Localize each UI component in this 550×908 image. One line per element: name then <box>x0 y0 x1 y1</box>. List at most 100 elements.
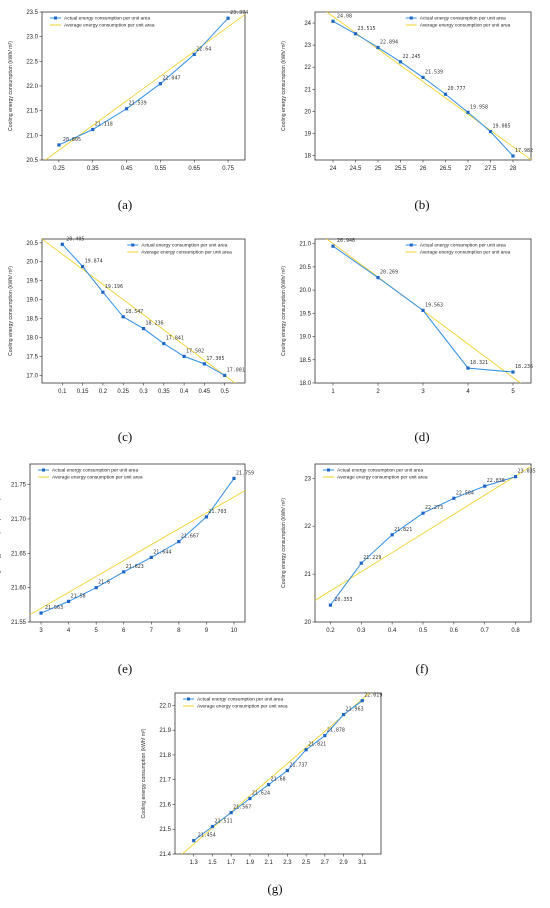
legend-marker-actual <box>42 468 45 472</box>
data-point <box>511 370 515 374</box>
panel-label: (f) <box>416 661 429 676</box>
data-label: 21.511 <box>214 819 232 825</box>
x-tick-label: 0.7 <box>481 628 490 634</box>
y-tick-label: 20 <box>304 620 311 626</box>
series-line-average <box>315 466 531 601</box>
data-point <box>443 92 448 96</box>
data-label: 21.68 <box>271 777 286 783</box>
data-point <box>60 242 64 246</box>
y-tick-label: 23 <box>304 43 311 49</box>
data-point <box>341 712 346 717</box>
series-line-actual <box>193 700 363 842</box>
x-tick-label: 3 <box>421 389 425 395</box>
x-tick-label: 0.6 <box>450 628 459 634</box>
panel-label: (b) <box>414 197 429 212</box>
legend-label-average: Average energy consumption per unit area <box>337 475 428 481</box>
x-tick-label: 1 <box>331 389 335 395</box>
y-tick-label: 21.0 <box>26 133 38 139</box>
data-point <box>376 276 380 280</box>
chart-panel: 24 24.5 25 25.5 26 26.5 27 27.5 28 18 19 20 21 22 23 24… <box>281 11 533 212</box>
y-tick-label: 18.5 <box>26 317 38 323</box>
y-tick-label: 22.0 <box>26 84 38 90</box>
data-point <box>39 611 43 615</box>
y-axis-title: Cooling energy consumption (kWh/ m²) <box>0 498 2 588</box>
data-point <box>162 341 166 346</box>
data-point <box>359 561 363 565</box>
series-line-average <box>326 12 531 160</box>
x-tick-label: 1.3 <box>190 860 199 866</box>
x-tick-label: 24 <box>330 166 337 172</box>
data-point <box>94 586 98 590</box>
legend-label-actual: Actual energy consumption per unit area <box>141 243 227 249</box>
y-tick-label: 21.0 <box>299 242 311 248</box>
series-line-average <box>30 490 245 616</box>
data-point <box>232 476 236 481</box>
data-label: 21.759 <box>236 470 254 476</box>
y-tick-label: 22.0 <box>159 703 171 709</box>
data-label: 21.6 <box>98 580 110 586</box>
data-point <box>182 354 186 358</box>
data-point <box>323 734 327 738</box>
x-tick-label: 2.3 <box>283 860 292 866</box>
data-label: 19.085 <box>493 124 511 130</box>
y-tick-label: 21.70 <box>11 517 27 523</box>
y-tick-label: 19.0 <box>26 298 38 304</box>
data-label: 20.777 <box>448 86 466 92</box>
x-tick-label: 0.4 <box>180 389 189 395</box>
data-point <box>466 366 470 370</box>
legend-label-actual: Actual energy consumption per unit area <box>420 243 506 249</box>
x-tick-label: 2.7 <box>321 860 330 866</box>
y-tick-label: 22 <box>304 65 311 71</box>
y-tick-label: 18.0 <box>299 381 311 387</box>
x-tick-label: 1.5 <box>208 860 217 866</box>
legend-marker-actual <box>409 16 413 20</box>
x-tick-label: 0.55 <box>155 166 167 172</box>
data-point <box>202 362 206 366</box>
series-line-average <box>44 14 245 160</box>
y-tick-label: 17.5 <box>26 354 38 360</box>
legend-label-average: Average energy consumption per unit area <box>197 704 288 710</box>
data-point <box>452 496 456 500</box>
data-point <box>304 748 308 752</box>
data-point <box>390 533 394 537</box>
x-tick-label: 0.4 <box>388 628 397 634</box>
y-tick-label: 19.5 <box>299 311 311 317</box>
data-label: 23.035 <box>518 469 536 475</box>
data-label: 22.894 <box>380 39 398 45</box>
y-tick-label: 23.5 <box>26 10 38 16</box>
y-tick-label: 17.0 <box>26 373 38 379</box>
chart-panel: 1 2 3 4 5 18.0 18.5 19.0 19.5 20.0 20.5 21.0 Cooling… <box>281 238 533 444</box>
y-axis-title: Cooling energy consumption (kWh/ m²) <box>141 728 147 818</box>
data-point <box>121 315 125 319</box>
x-tick-label: 10 <box>231 628 238 634</box>
data-point <box>421 511 425 515</box>
y-tick-label: 21 <box>304 572 311 578</box>
x-tick-label: 0.15 <box>77 389 89 395</box>
y-tick-label: 21.75 <box>11 483 27 489</box>
legend-label-average: Average energy consumption per unit area <box>64 23 155 29</box>
data-label: 20.805 <box>63 137 81 143</box>
x-tick-label: 2.5 <box>302 860 311 866</box>
data-point <box>229 811 233 815</box>
x-tick-label: 5 <box>94 628 98 634</box>
data-point <box>488 130 493 134</box>
x-tick-label: 6 <box>122 628 126 634</box>
x-tick-label: 1.7 <box>227 860 236 866</box>
x-tick-label: 0.1 <box>58 389 67 395</box>
y-axis-title: Cooling energy consumption (kWh/ m²) <box>281 266 287 356</box>
panel-label: (e) <box>118 661 132 676</box>
y-tick-label: 21 <box>304 87 311 93</box>
x-tick-label: 5 <box>511 389 515 395</box>
x-tick-label: 0.65 <box>188 166 200 172</box>
data-point <box>248 796 252 801</box>
data-point <box>226 16 230 20</box>
x-tick-label: 0.45 <box>121 166 133 172</box>
x-tick-label: 0.35 <box>87 166 99 172</box>
data-label: 21.58 <box>71 593 86 599</box>
data-label: 17.841 <box>166 336 184 342</box>
data-point <box>421 75 425 80</box>
data-point <box>210 824 215 829</box>
data-label: 20.353 <box>334 597 352 603</box>
data-point <box>192 52 196 57</box>
